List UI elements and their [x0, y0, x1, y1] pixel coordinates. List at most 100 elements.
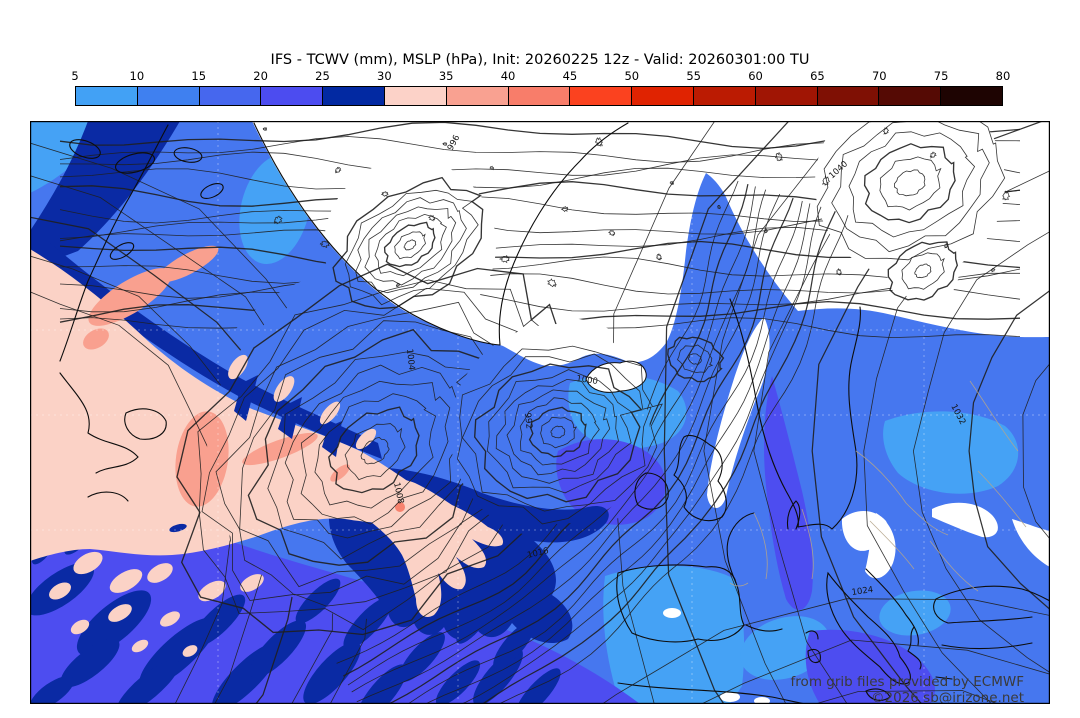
balkan-coast [865, 568, 919, 646]
isobar-contour [540, 417, 578, 449]
isobar-contour [816, 121, 1006, 261]
isobar-contour [607, 229, 616, 237]
isobar-contour [528, 406, 587, 458]
colorbar-tick-label: 40 [500, 69, 516, 83]
isobar-contour [360, 436, 390, 465]
colorbar-tick-label: 60 [748, 69, 763, 83]
corsica-sardinia-coast [805, 630, 821, 664]
colorbar-cells [75, 86, 1003, 106]
isobar-contour [30, 175, 337, 704]
isobar-contour [775, 152, 783, 162]
iberia-coast [616, 564, 745, 643]
isobar-contour [319, 240, 330, 248]
isobar-contour [59, 167, 1021, 194]
colorbar-tick-label: 50 [624, 69, 640, 83]
isobar-contour [30, 142, 374, 704]
canada-coast [59, 124, 169, 362]
blacksea-coast [933, 585, 1050, 624]
colorbar-cell [446, 87, 509, 105]
isobar-contour [328, 406, 420, 494]
iceland-island [585, 360, 647, 393]
colorbar-cell [693, 87, 756, 105]
isobar-contour [427, 214, 436, 222]
isobar-contour [481, 211, 836, 704]
isobar-label: 1004 [404, 348, 416, 371]
isobar-contour [560, 206, 569, 213]
isobar-contour [498, 255, 510, 264]
isobar-contour [386, 197, 794, 704]
isobar-contour [879, 156, 942, 211]
isobar-label: 992 [522, 412, 534, 429]
isobar-contour [267, 351, 489, 560]
uk-coast [673, 434, 727, 522]
isobar-contour [395, 283, 400, 288]
isobar-contour [663, 121, 790, 704]
colorbar-cell [137, 87, 200, 105]
greenland-coast [253, 122, 629, 346]
colorbar-tick-label: 15 [191, 69, 207, 83]
isobar-contour [550, 425, 566, 439]
isobar-contour [1002, 190, 1011, 201]
isobar-group [30, 142, 374, 704]
isobar-contour [364, 206, 457, 286]
isobar-contour [836, 268, 842, 276]
newfoundland-coast [124, 408, 167, 440]
isobar-contour [215, 301, 527, 596]
colorbar: 5 10 15 20 25 30 35 40 45 50 55 60 65 70 75 80 [71, 68, 1010, 106]
isobar-group [176, 263, 570, 636]
isobar-contour [334, 166, 342, 174]
map-frame [30, 121, 1050, 704]
isobar-contour [717, 204, 721, 210]
tcwv-field-pink [30, 249, 504, 657]
isobar-contour [461, 353, 652, 512]
isobar-contour [863, 143, 956, 224]
arctic-island [200, 183, 224, 199]
isobar-contour [59, 212, 1021, 239]
isobar-contour [753, 121, 928, 704]
isobar-label: 1000 [576, 374, 599, 387]
isobar-contour [943, 242, 949, 249]
isobar-contour [239, 320, 521, 588]
anatolia-coast [941, 642, 1033, 650]
isobar-contour [474, 363, 643, 503]
isobar-group [612, 121, 1050, 704]
isobar-contour [59, 181, 1021, 209]
isobar-contour [882, 126, 890, 135]
isobar-contour [811, 121, 1045, 704]
colorbar-cell [879, 87, 942, 105]
arctic-island [109, 242, 135, 260]
coastlines [59, 122, 1050, 704]
colorbar-cell [76, 87, 138, 105]
greece-coast [907, 626, 922, 670]
isobar-contour [351, 189, 767, 693]
isobar-contour [495, 378, 619, 484]
colorbar-cell [817, 87, 880, 105]
isobar-contour [424, 203, 811, 704]
isobar-contour [59, 256, 1021, 284]
colorbar-tick-label: 20 [253, 69, 268, 83]
isobar-group [336, 180, 849, 704]
isobar-group [262, 126, 1011, 288]
colorbar-cell [323, 87, 385, 105]
isobar-group [887, 241, 959, 301]
isobar-contour [59, 136, 1021, 163]
norway-coast [729, 298, 799, 528]
isobar-contour [380, 191, 389, 197]
isobar-contour [262, 127, 268, 131]
isobar-contour [863, 170, 1050, 704]
isobar-contour [887, 241, 959, 301]
isobar-contour [901, 252, 945, 290]
isobar-contour [914, 263, 932, 279]
isobar-contour [355, 197, 467, 294]
isobar-contour [284, 364, 470, 539]
isobar-contour [656, 253, 663, 261]
colorbar-cell [632, 87, 694, 105]
forecast-map: 996 1004 1000 992 1008 1016 1024 1032 10… [30, 121, 1050, 704]
isobar-contour [1022, 362, 1050, 540]
isobar-contour [403, 239, 417, 251]
isobar-contour [336, 180, 739, 664]
italy-coast [826, 571, 911, 685]
colorbar-tick-label: 45 [562, 69, 578, 83]
isobar-group [59, 121, 1021, 344]
isobar-contour [669, 180, 674, 186]
